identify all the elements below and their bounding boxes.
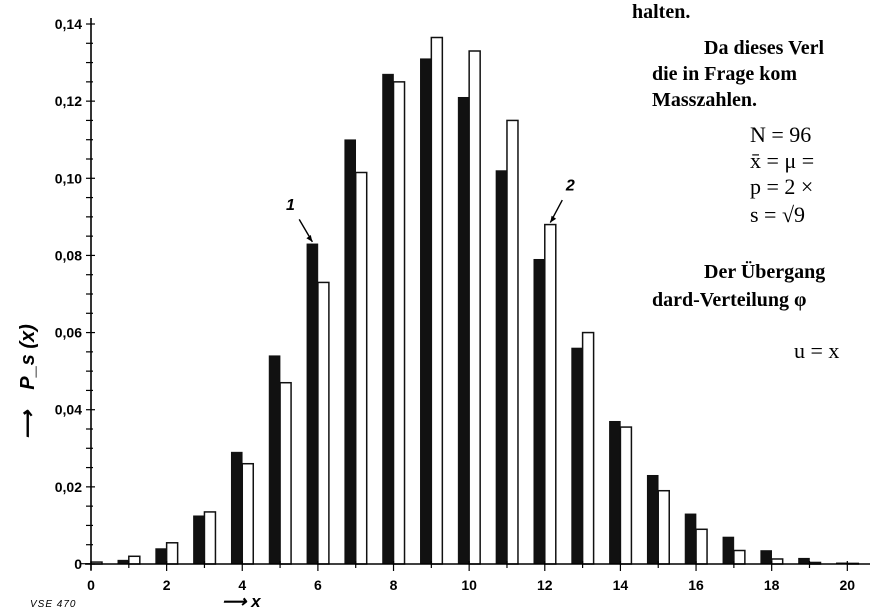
- y-tick-label: 0,10: [55, 170, 82, 186]
- annotation-label: 2: [565, 178, 575, 195]
- y-tick-label: 0,08: [55, 247, 82, 263]
- text-line-3: die in Frage kom: [652, 63, 797, 85]
- annotation-arrowhead: [306, 235, 313, 242]
- x-tick-label: 4: [238, 577, 246, 593]
- bar-series2-x10: [468, 50, 481, 565]
- bar-series1-x19: [798, 557, 810, 565]
- bar-series2-x7: [354, 171, 368, 565]
- equation-s: s = √9: [750, 202, 806, 227]
- bar-series2-x9: [430, 36, 444, 565]
- bar-series1-x13: [571, 347, 583, 565]
- text-line-2: Da dieses Verl: [704, 37, 824, 59]
- bar-series1-x16: [684, 513, 697, 565]
- y-tick-label: 0,02: [55, 479, 82, 495]
- y-tick-label: 0,06: [55, 325, 82, 341]
- equation-u: u = x: [794, 338, 840, 363]
- bar-series1-x10: [457, 96, 470, 565]
- x-tick-label: 0: [87, 577, 95, 593]
- bar-series1-x12: [533, 258, 546, 565]
- annotation-label: 1: [286, 197, 295, 214]
- bar-series2-x3: [203, 511, 217, 565]
- y-axis-label: P_s (x): [17, 324, 39, 390]
- bar-series1-x7: [344, 139, 357, 565]
- text-line-5: Der Übergang: [704, 261, 826, 283]
- text-line-1: halten.: [632, 1, 691, 23]
- x-tick-label: 18: [764, 577, 780, 593]
- x-axis-label: ⟶ x: [222, 592, 262, 611]
- x-tick-label: 2: [163, 577, 171, 593]
- bar-series1-x4: [230, 451, 243, 565]
- bar-series2-x6: [317, 281, 330, 565]
- y-tick-label: 0: [74, 556, 82, 572]
- bar-series1-x8: [382, 73, 394, 565]
- y-axis-label-arrow: ⟶: [17, 409, 39, 439]
- text-background: [628, 0, 871, 258]
- bars-group: [79, 36, 860, 565]
- bar-series2-x12: [544, 223, 557, 565]
- bar-series1-x6: [306, 243, 319, 565]
- bar-series2-x14: [619, 426, 633, 565]
- equation-n: N = 96: [750, 122, 812, 147]
- bar-series1-x15: [646, 474, 659, 565]
- bar-series1-x17: [722, 536, 735, 565]
- x-tick-label: 16: [688, 577, 704, 593]
- bar-series1-x3: [193, 515, 205, 565]
- x-tick-label: 10: [461, 577, 477, 593]
- bar-series2-x15: [657, 489, 670, 565]
- bar-series1-x11: [495, 170, 508, 565]
- bar-series2-x4: [241, 462, 255, 565]
- bar-series1-x2: [155, 548, 167, 565]
- x-tick-label: 20: [840, 577, 856, 593]
- y-tick-label: 0,04: [55, 402, 82, 418]
- x-tick-label: 14: [613, 577, 629, 593]
- x-tick-label: 8: [390, 577, 398, 593]
- x-tick-label: 12: [537, 577, 553, 593]
- bar-series1-x5: [268, 355, 281, 565]
- x-tick-label: 6: [314, 577, 322, 593]
- bar-series1-x18: [760, 550, 772, 565]
- bar-series2-x8: [392, 81, 406, 565]
- axes-group: [85, 18, 870, 571]
- equation-mean: x̄ = μ =: [750, 148, 815, 173]
- y-tick-label: 0,12: [55, 93, 82, 109]
- bar-series2-x5: [279, 381, 292, 565]
- text-line-4: Masszahlen.: [652, 89, 757, 111]
- bar-series2-x17: [733, 549, 746, 565]
- bar-series1-x9: [420, 58, 432, 565]
- figure-code: VSE 470: [30, 599, 76, 610]
- annotation-arrowhead: [550, 215, 557, 223]
- annotations-group: 12: [286, 178, 575, 243]
- bar-series1-x14: [609, 420, 621, 565]
- bar-series2-x11: [506, 119, 519, 565]
- bar-series2-x2: [165, 542, 179, 565]
- y-tick-label: 0,14: [55, 16, 82, 32]
- text-line-6: dard-Verteilung φ: [652, 289, 807, 311]
- bar-series2-x13: [581, 331, 595, 565]
- bar-series2-x1: [128, 555, 141, 565]
- bar-series2-x16: [695, 528, 708, 565]
- tick-labels-group: 00,020,040,060,080,100,120,140 2 4 6 8 10 12 14…: [55, 16, 856, 593]
- equation-p: p = 2 ×: [750, 174, 814, 199]
